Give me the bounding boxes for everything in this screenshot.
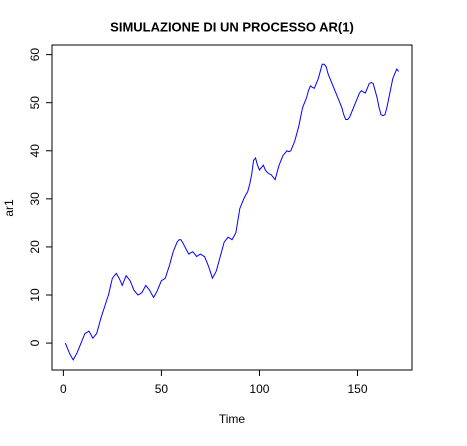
y-tick-label: 60 — [28, 48, 42, 62]
chart-title: SIMULAZIONE DI UN PROCESSO AR(1) — [110, 19, 354, 34]
y-tick-label: 10 — [28, 288, 42, 302]
x-axis-label: Time — [219, 412, 246, 426]
x-tick-label: 0 — [60, 382, 67, 396]
x-tick-label: 100 — [249, 382, 269, 396]
y-tick-label: 40 — [28, 144, 42, 158]
plot-box — [51, 44, 413, 371]
series-line — [64, 63, 400, 361]
y-tick-label: 30 — [28, 192, 42, 206]
y-tick-label: 20 — [28, 240, 42, 254]
y-tick-label: 50 — [28, 96, 42, 110]
y-axis-label: ar1 — [2, 199, 16, 217]
x-tick-label: 150 — [347, 382, 367, 396]
x-tick-label: 50 — [155, 382, 169, 396]
y-tick-label: 0 — [28, 339, 42, 346]
